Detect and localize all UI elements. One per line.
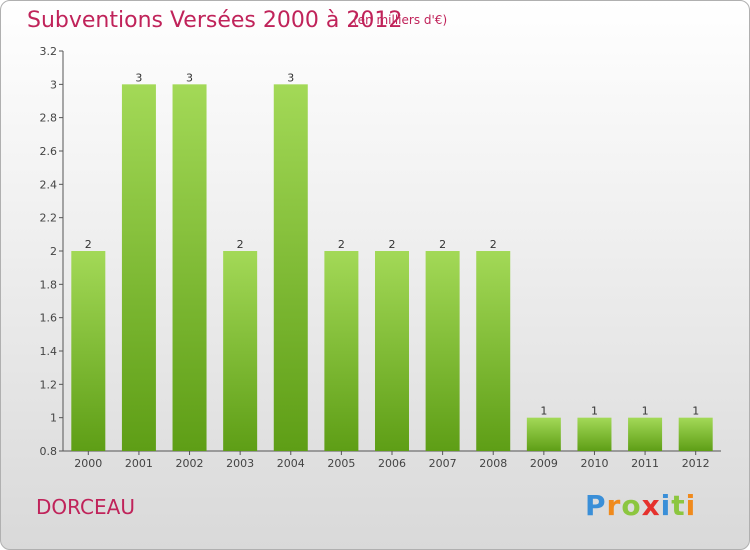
y-tick-label: 1.4 [40,345,58,358]
logo-letter: r [606,489,622,522]
bar [273,84,308,451]
y-tick-label: 3.2 [40,45,58,58]
chart-subtitle: (en milliers d'€) [353,13,448,27]
x-tick-label: 2012 [682,457,710,470]
logo-letter: i [660,489,672,522]
x-tick-label: 2009 [530,457,558,470]
chart-title: Subventions Versées 2000 à 2012 [27,8,403,33]
data-label: 1 [692,405,699,418]
x-tick-label: 2002 [176,457,204,470]
x-tick-label: 2005 [327,457,355,470]
logo-letter: P [585,489,607,522]
x-tick-label: 2000 [74,457,102,470]
y-tick-label: 1.8 [40,278,58,291]
bar [678,417,713,451]
bar [628,417,663,451]
bar [71,251,106,451]
y-tick-label: 2.6 [40,145,58,158]
x-tick-label: 2010 [580,457,608,470]
bar [425,251,460,451]
y-tick-label: 3 [50,78,57,91]
data-label: 2 [389,238,396,251]
data-label: 3 [135,71,142,84]
y-tick-label: 2 [50,245,57,258]
data-label: 2 [85,238,92,251]
y-tick-label: 2.8 [40,112,58,125]
x-tick-label: 2008 [479,457,507,470]
y-tick-label: 2.4 [40,178,58,191]
proxiti-logo: Proxiti [585,489,696,522]
y-tick-label: 1.2 [40,378,58,391]
x-tick-label: 2006 [378,457,406,470]
y-tick-label: 1 [50,412,57,425]
data-label: 2 [490,238,497,251]
data-label: 1 [642,405,649,418]
y-tick-label: 1.6 [40,312,58,325]
logo-letter: t [671,489,686,522]
x-tick-label: 2007 [429,457,457,470]
logo-letter: i [685,489,697,522]
bar [526,417,561,451]
bar [121,84,156,451]
data-label: 1 [540,405,547,418]
data-label: 2 [338,238,345,251]
bar [375,251,409,451]
y-tick-label: 0.8 [40,445,58,458]
town-name: DORCEAU [36,495,135,519]
logo-letter: x [641,489,661,522]
x-tick-label: 2004 [277,457,305,470]
bar [577,417,612,451]
data-label: 2 [237,238,244,251]
x-tick-label: 2001 [125,457,153,470]
bar [223,251,258,451]
data-label: 3 [186,71,193,84]
x-tick-label: 2003 [226,457,254,470]
bar [476,251,511,451]
data-label: 3 [287,71,294,84]
y-tick-label: 2.2 [40,212,58,225]
x-tick-label: 2011 [631,457,659,470]
logo-letter: o [621,489,642,522]
bar [324,251,359,451]
data-label: 2 [439,238,446,251]
data-label: 1 [591,405,598,418]
bar [172,84,207,451]
